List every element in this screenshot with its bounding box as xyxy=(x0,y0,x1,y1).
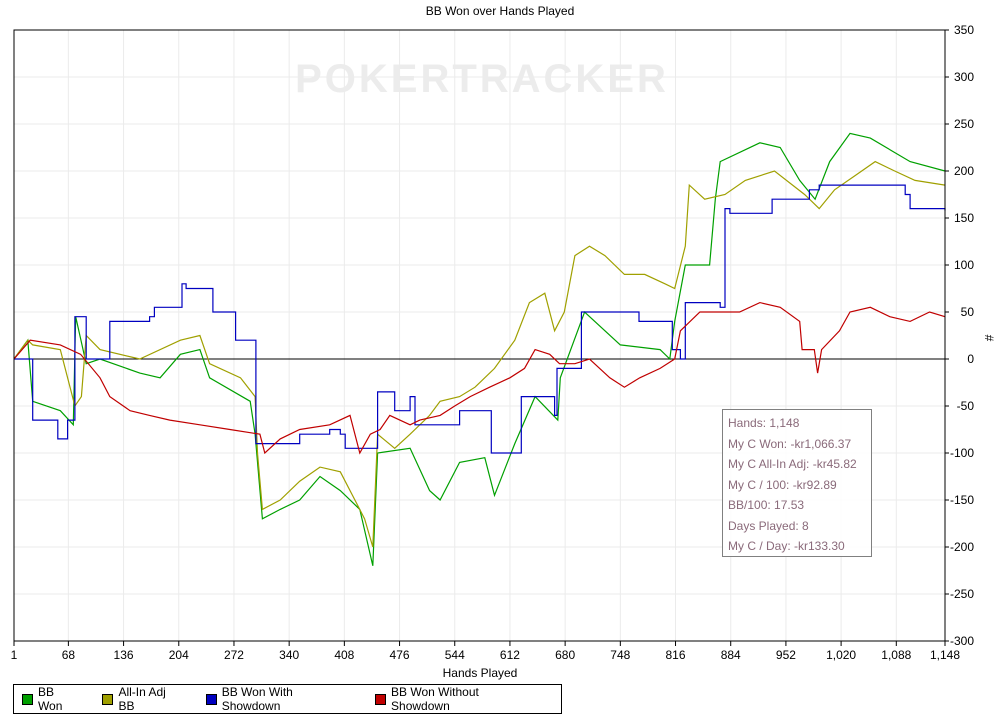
x-tick-label: 408 xyxy=(334,648,354,662)
legend-label: BB Won With Showdown xyxy=(221,685,293,713)
y-tick-label: -100 xyxy=(950,446,974,460)
y-tick-label: -300 xyxy=(950,634,974,648)
watermark-logo: POKERTRACKER xyxy=(295,57,669,101)
x-tick-label: 476 xyxy=(390,648,410,662)
x-tick-label: 884 xyxy=(721,648,741,662)
legend-label: All-In Adj BB xyxy=(118,685,166,713)
series-line-3 xyxy=(13,301,946,455)
stat-per-day: My C / Day: -kr133.30 xyxy=(728,539,845,553)
x-tick-label: 748 xyxy=(610,648,630,662)
x-tick-label: 272 xyxy=(224,648,244,662)
x-tick-label: 544 xyxy=(445,648,465,662)
stat-per-100: My C / 100: -kr92.89 xyxy=(728,477,837,492)
y-tick-label: -250 xyxy=(950,587,974,601)
y-tick-label: 250 xyxy=(954,117,974,131)
stat-hands: Hands: 1,148 xyxy=(728,416,800,430)
y-tick-label: 100 xyxy=(954,258,974,272)
y-tick-label: 0 xyxy=(967,352,974,366)
x-tick-label: 1,148 xyxy=(930,648,960,662)
chart-plot: POKERTRACKER 350 300 250 200 150 100 50 0 -50 -100… xyxy=(11,23,996,680)
series-line-2 xyxy=(14,184,946,454)
legend-swatch xyxy=(375,693,387,705)
y-tick-label: 200 xyxy=(954,164,974,178)
stat-days-played: Days Played: 8 xyxy=(728,518,809,533)
x-tick-label: 68 xyxy=(62,648,76,662)
y-tick-label: 300 xyxy=(954,70,974,84)
stat-won: My C Won: -kr1,066.37 xyxy=(728,436,852,451)
legend-item-bb-won[interactable]: BB Won xyxy=(22,685,81,713)
x-tick-label: 136 xyxy=(114,648,134,662)
plot-border xyxy=(13,29,946,642)
x-tick-label: 612 xyxy=(500,648,520,662)
y-tick-label: 350 xyxy=(954,23,974,37)
x-axis-label: Hands Played xyxy=(443,666,518,680)
legend-item-without-showdown[interactable]: BB Won Without Showdown xyxy=(375,685,540,713)
x-tick-label: 204 xyxy=(169,648,189,662)
y-tick-label: 150 xyxy=(954,211,974,225)
stats-box: Hands: 1,148 My C Won: -kr1,066.37 My C … xyxy=(722,409,872,557)
legend: BB Won All-In Adj BB BB Won With Showdow… xyxy=(13,684,562,714)
y-tick-label: 50 xyxy=(961,305,975,319)
y-tick-label: -50 xyxy=(957,399,975,413)
legend-swatch xyxy=(205,693,217,705)
legend-swatch xyxy=(102,693,114,705)
legend-item-all-in-adj[interactable]: All-In Adj BB xyxy=(102,685,184,713)
y-tick-label: -200 xyxy=(950,540,974,554)
x-tick-label: 1,088 xyxy=(881,648,911,662)
chart-title: BB Won over Hands Played xyxy=(425,4,575,18)
legend-swatch xyxy=(22,693,33,705)
y-tick-label: -150 xyxy=(950,493,974,507)
y-axis-label: # xyxy=(982,335,996,342)
legend-label: BB Won xyxy=(37,685,63,713)
x-tick-label: 680 xyxy=(555,648,575,662)
x-tick-label: 952 xyxy=(776,648,796,662)
stat-allin-adj: My C All-In Adj: -kr45.82 xyxy=(728,457,857,471)
legend-item-with-showdown[interactable]: BB Won With Showdown xyxy=(205,685,354,713)
x-tick-label: 340 xyxy=(279,648,299,662)
series-line-1 xyxy=(13,160,946,548)
x-tick-label: 1,020 xyxy=(826,648,856,662)
legend-label: BB Won Without Showdown xyxy=(391,685,479,713)
x-tick-label: 816 xyxy=(666,648,686,662)
stat-bb-100: BB/100: 17.53 xyxy=(728,498,805,512)
series-line-0 xyxy=(13,132,946,566)
x-tick-label: 1 xyxy=(11,648,18,662)
